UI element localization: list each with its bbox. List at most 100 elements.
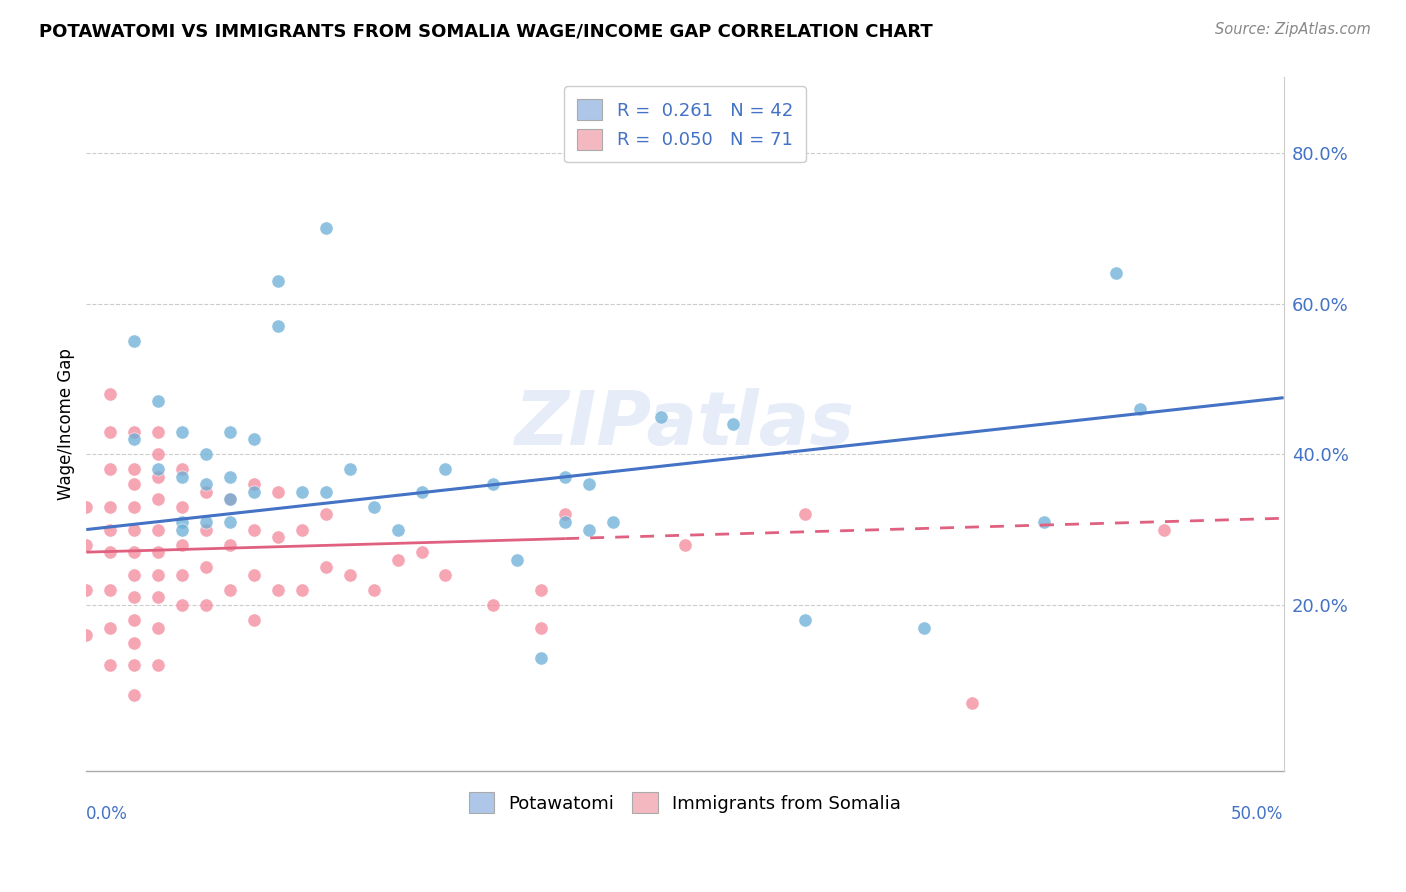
Point [98,462,121,476]
Point [170,598,193,612]
Point [98,658,121,673]
Point [195,523,218,537]
Point [195,598,218,612]
Point [912,620,935,634]
Point [219,582,242,597]
Point [75,628,97,642]
Text: 0.0%: 0.0% [86,805,128,823]
Point [98,620,121,634]
Point [530,582,553,597]
Point [1105,266,1128,280]
Point [363,582,385,597]
Text: ZIPatlas: ZIPatlas [515,387,855,460]
Point [267,582,290,597]
Point [315,508,337,522]
Point [482,598,505,612]
Point [267,274,290,288]
Point [793,613,815,627]
Point [98,545,121,559]
Point [122,432,145,446]
Point [243,484,266,499]
Point [170,515,193,529]
Point [554,470,576,484]
Point [122,613,145,627]
Point [578,477,600,491]
Point [339,567,361,582]
Point [482,477,505,491]
Y-axis label: Wage/Income Gap: Wage/Income Gap [58,348,75,500]
Point [170,500,193,514]
Point [219,492,242,507]
Point [146,545,169,559]
Point [75,500,97,514]
Point [122,462,145,476]
Point [793,508,815,522]
Point [1153,523,1175,537]
Point [219,515,242,529]
Point [146,447,169,461]
Point [315,221,337,235]
Point [122,689,145,703]
Point [170,470,193,484]
Point [387,552,409,566]
Point [434,462,457,476]
Point [506,552,529,566]
Point [530,650,553,665]
Point [146,425,169,439]
Point [146,567,169,582]
Point [650,409,672,424]
Point [411,484,433,499]
Point [243,567,266,582]
Point [219,425,242,439]
Point [267,319,290,334]
Text: 50.0%: 50.0% [1232,805,1284,823]
Point [291,523,314,537]
Point [98,425,121,439]
Point [195,515,218,529]
Point [146,658,169,673]
Point [578,523,600,537]
Point [602,515,624,529]
Point [146,470,169,484]
Point [291,582,314,597]
Point [267,484,290,499]
Point [122,334,145,348]
Point [554,515,576,529]
Point [673,538,696,552]
Point [219,470,242,484]
Point [98,523,121,537]
Point [387,523,409,537]
Point [98,582,121,597]
Point [267,530,290,544]
Point [146,591,169,605]
Point [554,508,576,522]
Point [411,545,433,559]
Point [75,582,97,597]
Text: Source: ZipAtlas.com: Source: ZipAtlas.com [1215,22,1371,37]
Point [243,432,266,446]
Point [363,500,385,514]
Point [98,500,121,514]
Point [219,492,242,507]
Point [315,560,337,574]
Text: POTAWATOMI VS IMMIGRANTS FROM SOMALIA WAGE/INCOME GAP CORRELATION CHART: POTAWATOMI VS IMMIGRANTS FROM SOMALIA WA… [39,22,934,40]
Point [530,620,553,634]
Point [721,417,744,431]
Point [195,484,218,499]
Point [75,538,97,552]
Point [122,500,145,514]
Point [170,425,193,439]
Point [122,567,145,582]
Point [122,523,145,537]
Point [146,523,169,537]
Point [170,523,193,537]
Point [195,560,218,574]
Point [170,538,193,552]
Point [122,545,145,559]
Point [243,613,266,627]
Point [170,567,193,582]
Point [1033,515,1056,529]
Point [170,462,193,476]
Point [122,591,145,605]
Point [146,492,169,507]
